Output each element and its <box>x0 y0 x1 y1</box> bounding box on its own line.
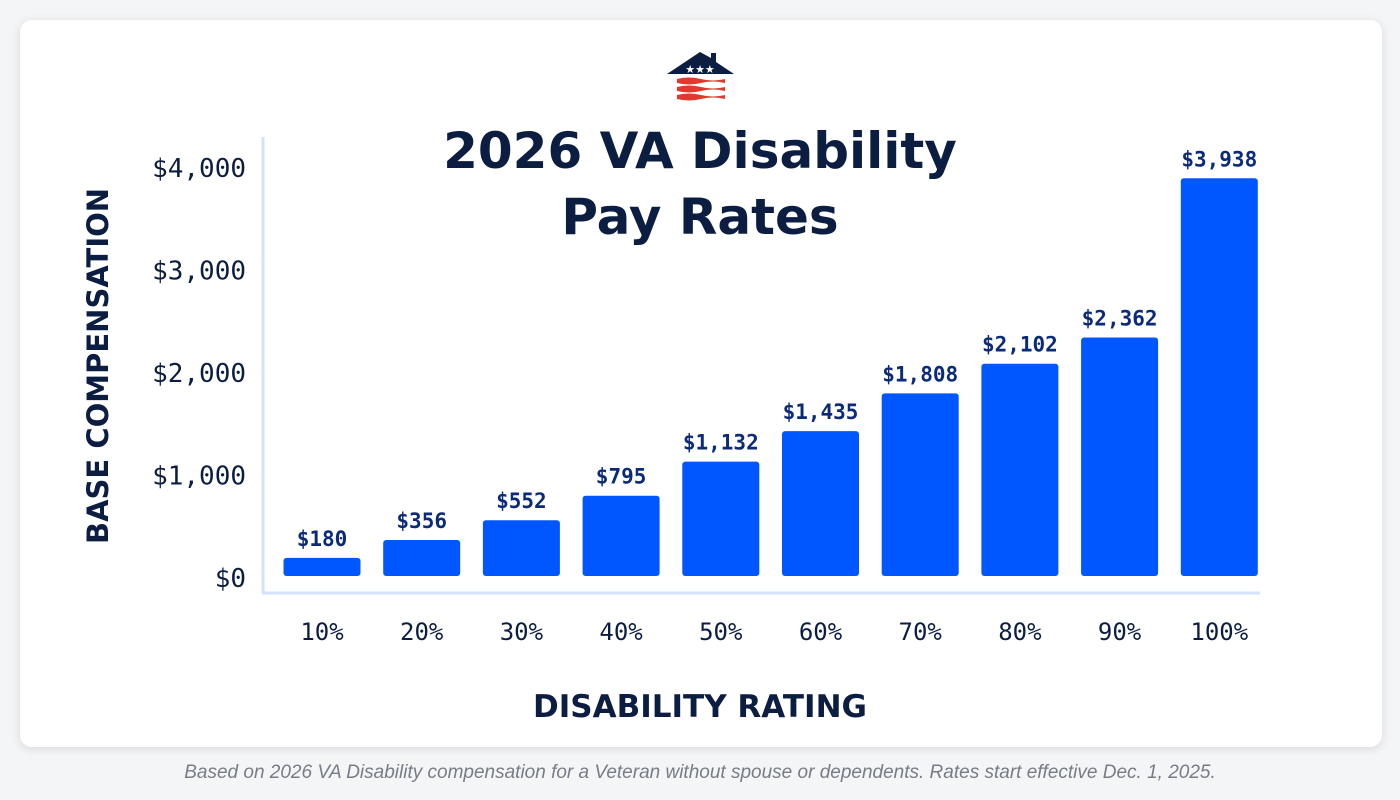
x-tick-label: 30% <box>500 618 544 646</box>
y-tick-label: $0 <box>215 564 246 594</box>
x-tick-label: 70% <box>899 618 943 646</box>
y-tick-label: $4,000 <box>152 154 246 184</box>
x-tick-label: 10% <box>300 618 344 646</box>
bar <box>582 495 660 576</box>
title-line-1: 2026 VA Disability <box>443 122 957 180</box>
bar <box>383 540 461 576</box>
bar <box>283 557 361 576</box>
x-tick-label: 60% <box>799 618 843 646</box>
x-tick-label: 90% <box>1098 618 1142 646</box>
data-label: $180 <box>297 527 348 551</box>
data-label: $795 <box>596 465 647 489</box>
x-tick-label: 100% <box>1190 618 1248 646</box>
data-label: $2,362 <box>1082 306 1158 330</box>
data-label: $2,102 <box>982 333 1058 357</box>
data-label: $552 <box>496 489 547 513</box>
data-label: $356 <box>396 509 447 533</box>
x-axis-title: DISABILITY RATING <box>533 689 867 725</box>
caption: Based on 2026 VA Disability compensation… <box>184 762 1216 783</box>
y-tick-label: $3,000 <box>152 257 246 287</box>
x-tick-label: 80% <box>998 618 1042 646</box>
data-label: $1,435 <box>783 400 859 424</box>
data-label: $1,132 <box>683 431 759 455</box>
chart-title: 2026 VA Disability Pay Rates <box>300 118 1100 250</box>
data-label: $3,938 <box>1181 147 1257 171</box>
bar <box>782 431 859 576</box>
bar <box>1081 337 1159 576</box>
y-tick-label: $1,000 <box>152 462 246 492</box>
bar <box>1180 178 1258 576</box>
x-tick-label: 40% <box>599 618 643 646</box>
bar <box>981 363 1059 576</box>
title-line-2: Pay Rates <box>561 188 839 246</box>
bar <box>682 461 760 576</box>
y-tick-label: $2,000 <box>152 359 246 389</box>
bar <box>482 520 560 576</box>
data-label: $1,808 <box>882 362 958 386</box>
x-tick-label: 50% <box>699 618 743 646</box>
x-tick-label: 20% <box>400 618 444 646</box>
bar <box>881 393 959 576</box>
y-axis-title: BASE COMPENSATION <box>81 188 115 544</box>
